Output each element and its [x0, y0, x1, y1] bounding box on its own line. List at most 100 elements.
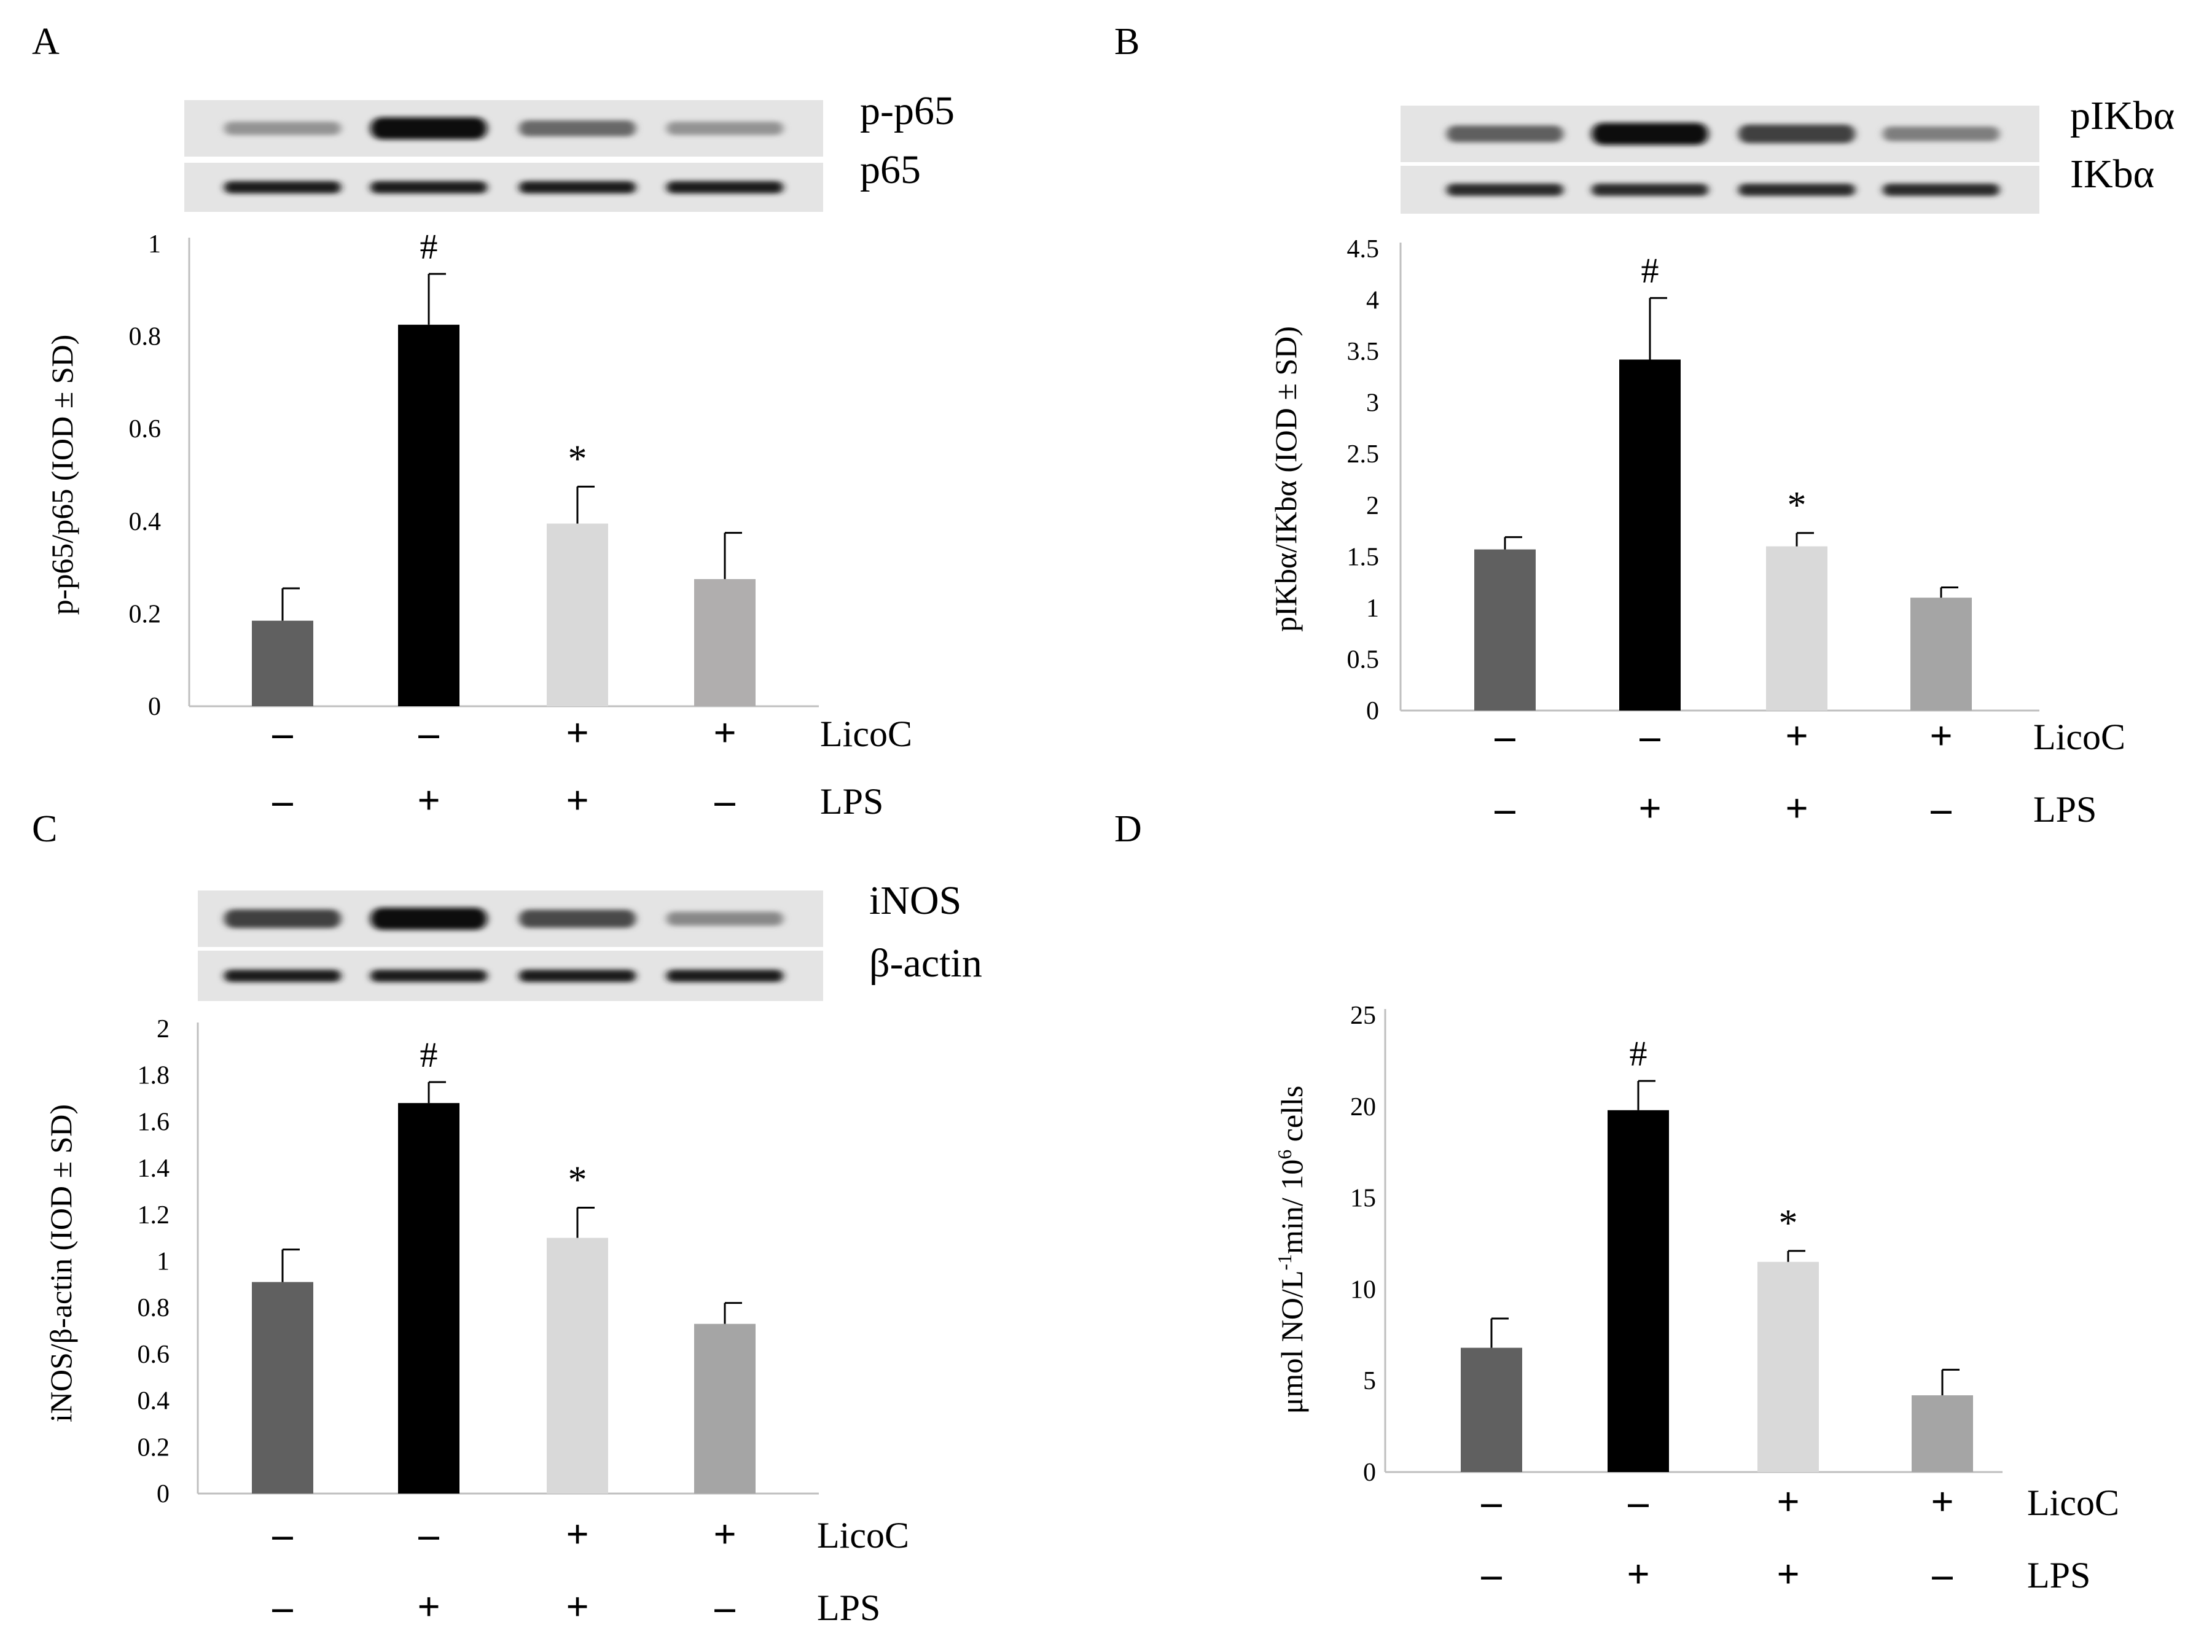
y-tick-label: 1.4	[138, 1155, 170, 1183]
bar	[694, 1323, 756, 1494]
plus-sign: +	[566, 711, 589, 755]
significance-star: *	[568, 1159, 587, 1201]
y-tick-label: 15	[1350, 1185, 1376, 1213]
blot-band	[224, 970, 341, 982]
plus-sign: +	[713, 1512, 737, 1557]
y-axis-label: μmol NO/L-1min/ 106 cells	[1273, 1086, 1309, 1414]
y-tick-label: 1	[1366, 594, 1379, 623]
y-axis-label: iNOS/β-actin (IOD ± SD)	[44, 1104, 78, 1422]
plus-sign: +	[1627, 1552, 1650, 1597]
minus-sign: –	[1639, 714, 1661, 758]
y-tick-label: 1	[157, 1248, 170, 1276]
blot-band	[519, 120, 636, 137]
blot-band	[224, 909, 341, 929]
minus-sign: –	[1932, 1552, 1953, 1597]
bar	[1766, 546, 1827, 711]
y-tick-label: 0.5	[1347, 645, 1380, 674]
y-tick-label: 0.2	[129, 600, 162, 628]
blot-band	[1883, 184, 1999, 196]
plus-sign: +	[566, 1584, 589, 1629]
minus-sign: –	[1495, 714, 1516, 758]
blot-band	[1738, 124, 1855, 144]
lps-row-label: LPS	[817, 1588, 880, 1628]
y-tick-label: 3	[1366, 389, 1379, 418]
minus-sign: –	[1481, 1479, 1503, 1524]
y-tick-label: 0.6	[138, 1341, 170, 1369]
licoc-row-label: LicoC	[2027, 1483, 2119, 1523]
bar	[1608, 1110, 1669, 1472]
plus-sign: +	[417, 1584, 440, 1629]
significance-star: *	[1788, 485, 1807, 526]
blot-band	[1592, 184, 1708, 196]
blot-label: pIKbα	[2070, 93, 2175, 138]
blot-band	[666, 181, 783, 193]
lps-row-label: LPS	[820, 781, 883, 822]
y-tick-label: 0.4	[129, 508, 162, 536]
minus-sign: –	[1481, 1552, 1503, 1597]
plus-sign: +	[417, 778, 440, 823]
bar	[398, 324, 459, 706]
plus-sign: +	[1776, 1552, 1800, 1597]
bar	[547, 1237, 608, 1494]
blot-label: IKbα	[2070, 152, 2154, 197]
blot-band	[666, 911, 783, 926]
lps-row-label: LPS	[2027, 1555, 2090, 1596]
y-tick-label: 1.5	[1347, 543, 1380, 571]
y-tick-label: 4.5	[1347, 235, 1380, 263]
blot-band	[1447, 125, 1563, 142]
plus-sign: +	[1785, 714, 1808, 758]
y-tick-label: 0.8	[138, 1294, 170, 1322]
blot-band	[370, 117, 487, 139]
minus-sign: –	[714, 778, 736, 823]
minus-sign: –	[418, 1512, 440, 1557]
bar	[1912, 1395, 1973, 1472]
blot-band	[666, 970, 783, 982]
blot-band	[1738, 184, 1855, 196]
y-tick-label: 3.5	[1347, 338, 1380, 366]
panel-d: D 0 5 10 15 20 25 μmol NO/L-1min/ 106 cells # * – –…	[1114, 808, 2119, 1597]
plus-sign: +	[566, 1512, 589, 1557]
licoc-row-label: LicoC	[2033, 717, 2125, 757]
panel-letter: A	[32, 21, 60, 63]
significance-hash: #	[1641, 251, 1659, 290]
blot-band	[519, 970, 636, 982]
blot-band	[370, 908, 487, 930]
bar	[252, 620, 313, 706]
blot-band	[224, 181, 341, 193]
bar	[1619, 359, 1681, 711]
y-tick-label: 0	[157, 1480, 170, 1508]
bar	[1910, 598, 1972, 711]
blot-band	[370, 181, 487, 193]
y-axis-label: pIKbα/IKbα (IOD ± SD)	[1268, 326, 1303, 632]
y-tick-label: 1	[148, 230, 161, 259]
plus-sign: +	[1638, 786, 1662, 831]
minus-sign: –	[272, 711, 294, 755]
blot-strip	[198, 951, 823, 1001]
minus-sign: –	[1931, 786, 1952, 831]
blot-band	[1592, 123, 1708, 145]
minus-sign: –	[1628, 1479, 1649, 1524]
blot-label: p65	[860, 147, 921, 192]
significance-star: *	[1779, 1202, 1798, 1244]
plus-sign: +	[713, 711, 737, 755]
plus-sign: +	[1929, 714, 1953, 758]
y-tick-label: 0.2	[138, 1433, 170, 1462]
lps-row-label: LPS	[2033, 789, 2097, 830]
y-tick-label: 2	[157, 1015, 170, 1043]
y-tick-label: 0.8	[129, 323, 162, 351]
y-tick-label: 1.2	[138, 1201, 170, 1229]
y-tick-label: 10	[1350, 1276, 1376, 1304]
bar	[1474, 549, 1536, 711]
plus-sign: +	[1785, 786, 1808, 831]
y-tick-label: 25	[1350, 1002, 1376, 1030]
blot-band	[519, 910, 636, 928]
minus-sign: –	[272, 778, 294, 823]
y-tick-label: 2.5	[1347, 440, 1380, 469]
blot-band	[224, 122, 341, 135]
licoc-row-label: LicoC	[820, 714, 912, 754]
bar	[547, 523, 608, 706]
bar	[694, 579, 756, 706]
